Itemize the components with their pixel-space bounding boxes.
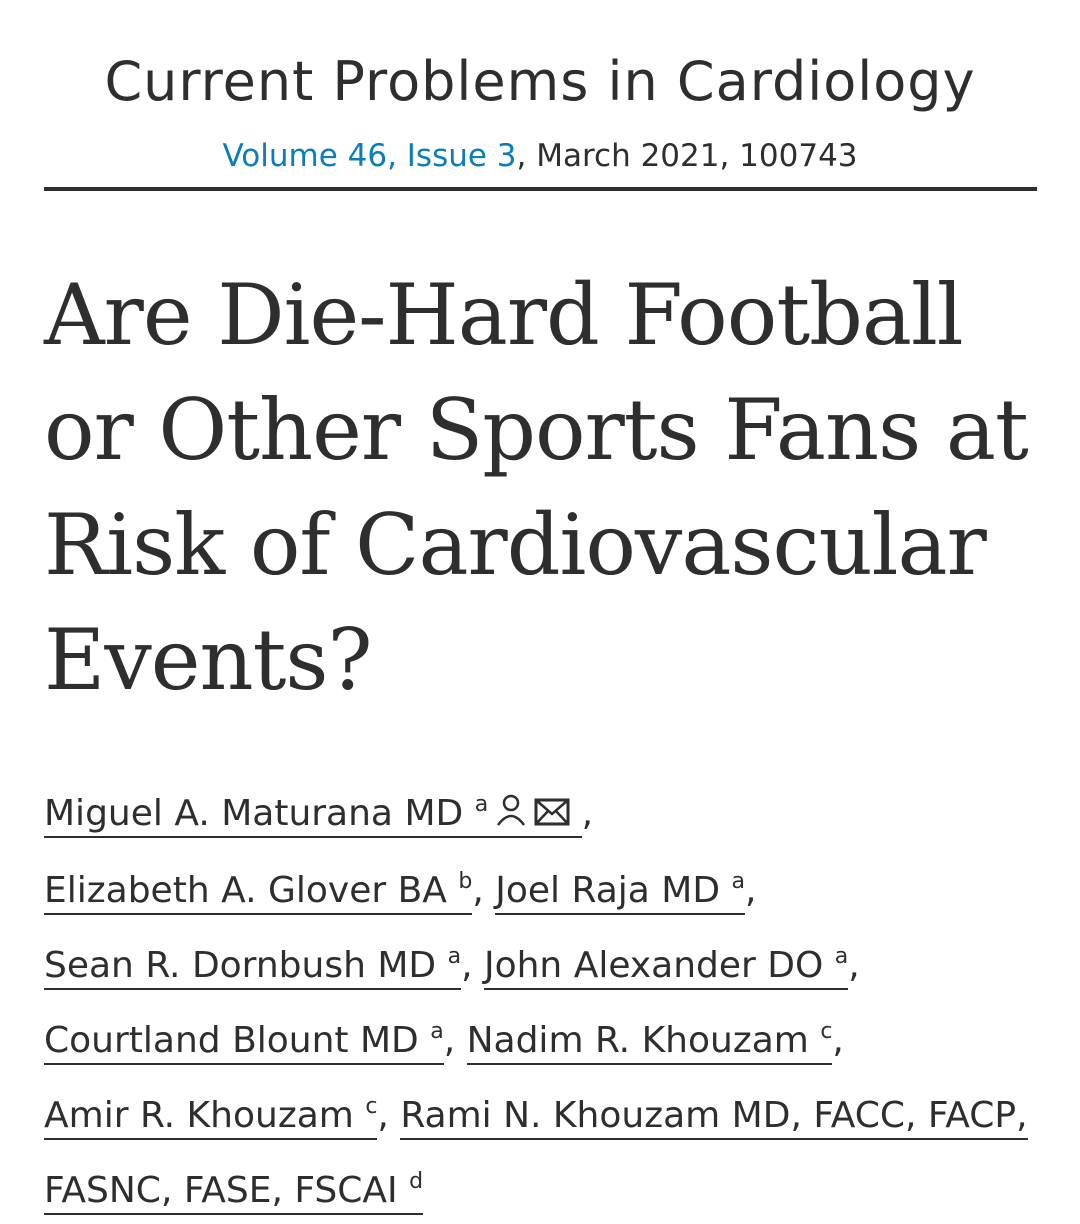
volume-issue-link[interactable]: Volume 46, Issue 3 xyxy=(222,138,517,174)
divider xyxy=(44,187,1037,191)
journal-title[interactable]: Current Problems in Cardiology xyxy=(104,50,976,113)
affiliation-marker: a xyxy=(474,792,489,817)
affiliation-marker: d xyxy=(409,1169,424,1194)
author-link[interactable]: Amir R. Khouzam c xyxy=(44,1094,378,1140)
author-name: John Alexander DO xyxy=(483,945,824,986)
author-link[interactable]: Joel Raja MD a xyxy=(495,869,745,915)
envelope-icon[interactable] xyxy=(534,783,570,849)
author-name: Courtland Blount MD xyxy=(44,1020,419,1061)
author-name: Elizabeth A. Glover BA xyxy=(44,870,447,911)
affiliation-marker: a xyxy=(731,869,745,894)
author-name: Sean R. Dornbush MD xyxy=(44,945,437,986)
author-name: Amir R. Khouzam xyxy=(44,1095,354,1136)
affiliation-marker: b xyxy=(458,869,473,894)
author-link[interactable]: John Alexander DO a xyxy=(483,944,849,990)
author-link[interactable]: Miguel A. Maturana MD a xyxy=(44,792,582,838)
person-icon[interactable] xyxy=(494,783,528,849)
affiliation-marker: a xyxy=(834,944,849,969)
author-name: Nadim R. Khouzam xyxy=(466,1020,809,1061)
author-name: Joel Raja MD xyxy=(495,870,721,911)
affiliation-marker: a xyxy=(447,944,462,969)
author-link[interactable]: Sean R. Dornbush MD a xyxy=(44,944,462,990)
article-title: Are Die-Hard Football or Other Sports Fa… xyxy=(44,266,1029,709)
author-link[interactable]: Courtland Blount MD a xyxy=(44,1019,444,1065)
issue-date: , March 2021, 100743 xyxy=(516,138,858,174)
author-link[interactable]: Elizabeth A. Glover BA b xyxy=(44,869,473,915)
author-list: Miguel A. Maturana MD a , Elizabeth A. G… xyxy=(44,772,1044,1224)
author-name: Miguel A. Maturana MD xyxy=(44,793,464,834)
issue-info: Volume 46, Issue 3, March 2021, 100743 xyxy=(0,138,1080,174)
author-link[interactable]: Nadim R. Khouzam c xyxy=(466,1019,833,1065)
affiliation-marker: c xyxy=(365,1094,378,1119)
affiliation-marker: a xyxy=(430,1019,444,1044)
affiliation-marker: c xyxy=(820,1019,833,1044)
